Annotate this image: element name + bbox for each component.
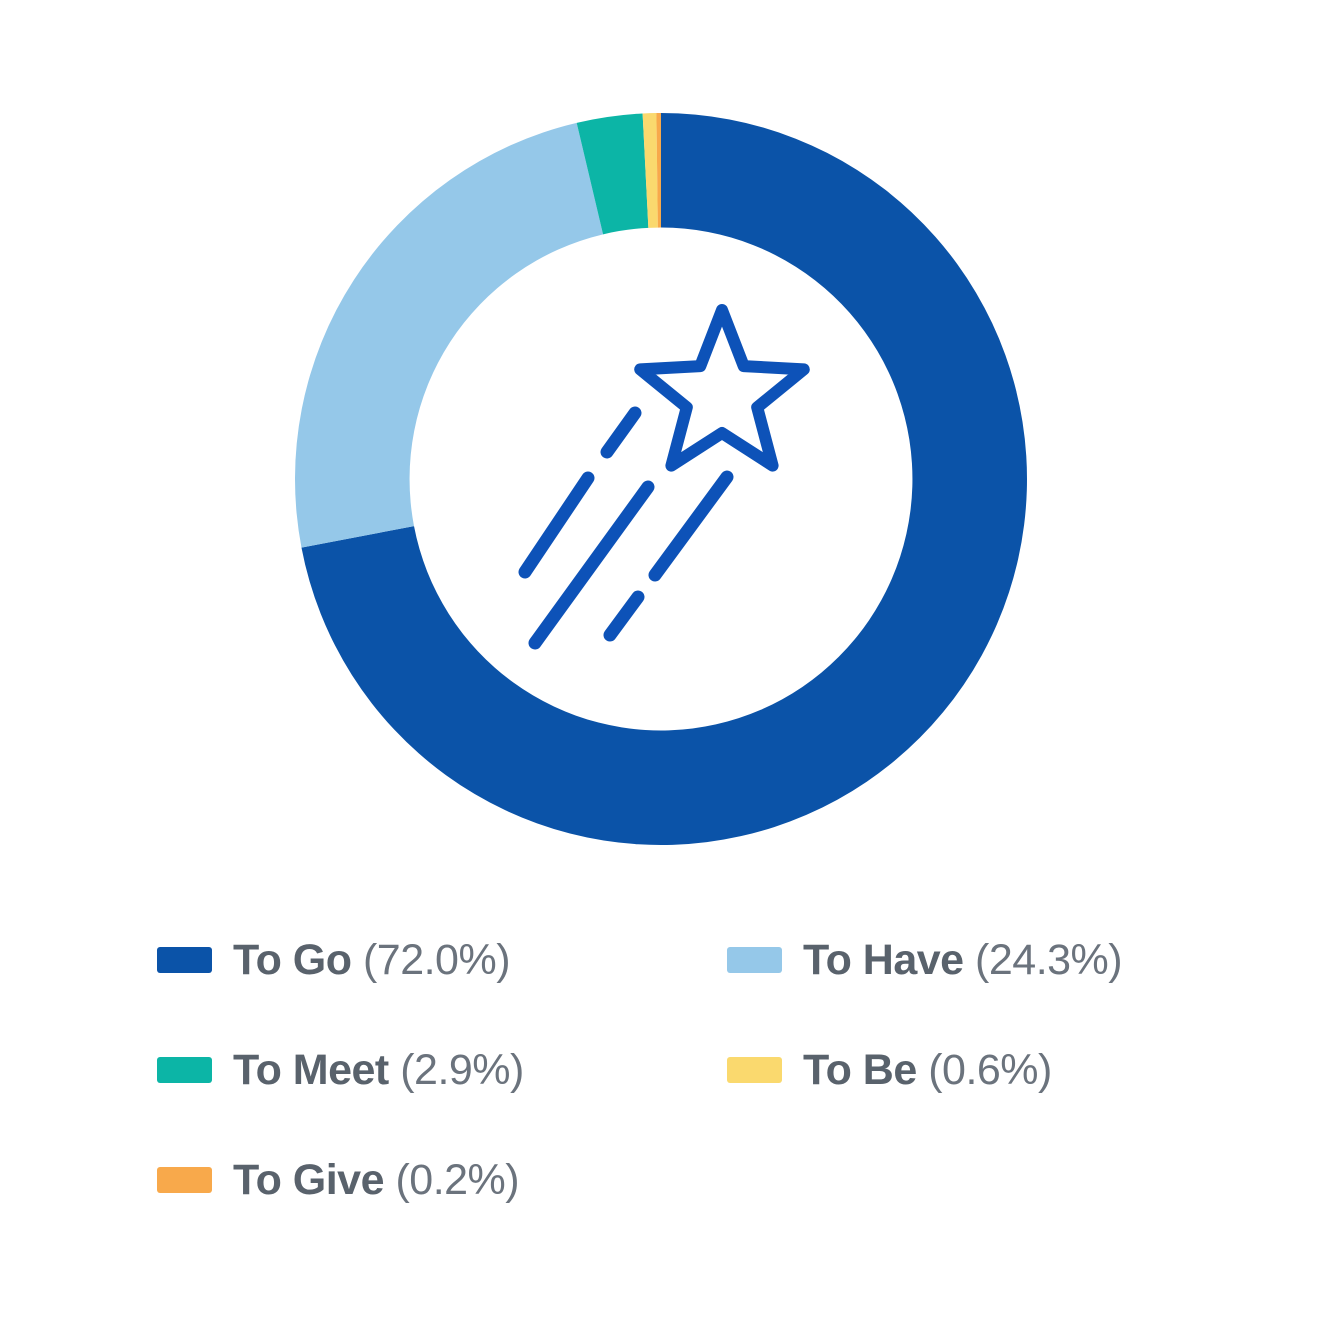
legend-value: (72.0%) [351,935,511,984]
donut-slice-to-be [642,113,658,228]
legend-item-to-have: To Have (24.3%) [727,905,1123,1015]
chart-legend: To Go (72.0%) To Have (24.3%) To Meet (2.9… [157,905,1123,1235]
legend-value: (0.6%) [916,1045,1052,1094]
legend-label: To Have [803,935,964,984]
legend-item-to-meet: To Meet (2.9%) [157,1015,727,1125]
legend-label: To Give [233,1155,385,1204]
legend-label: To Go [233,935,352,984]
legend-swatch-to-be [727,1057,782,1083]
legend-text-to-give: To Give (0.2%) [233,1155,520,1205]
star-trail-dash [600,406,642,459]
legend-value: (2.9%) [388,1045,524,1094]
star-trail-line [648,470,734,582]
legend-swatch-to-go [157,947,212,973]
star-outline [634,304,810,472]
donut-slice-to-have [294,122,604,548]
legend-item-to-give: To Give (0.2%) [157,1125,727,1235]
donut-slice-to-give [656,113,661,228]
legend-value: (0.2%) [384,1155,520,1204]
legend-item-to-go: To Go (72.0%) [157,905,727,1015]
star-trail-line [528,480,655,650]
legend-swatch-to-meet [157,1057,212,1083]
legend-text-to-go: To Go (72.0%) [233,935,511,985]
star-trail-dash [603,590,645,642]
legend-swatch-to-have [727,947,782,973]
donut-slice-to-go [301,113,1027,845]
legend-swatch-to-give [157,1167,212,1193]
star-trails [518,406,734,650]
donut-slice-to-meet [576,113,649,235]
legend-text-to-be: To Be (0.6%) [803,1046,1052,1095]
legend-label: To Meet [233,1045,389,1094]
legend-text-to-have: To Have (24.3%) [803,935,1123,985]
legend-value: (24.3%) [963,935,1123,984]
shooting-star-icon [518,304,810,650]
legend-item-to-be: To Be (0.6%) [727,1015,1122,1125]
legend-text-to-meet: To Meet (2.9%) [233,1046,524,1095]
legend-label: To Be [803,1045,917,1094]
donut-slices [294,113,1027,845]
star-trail-line [518,471,595,579]
